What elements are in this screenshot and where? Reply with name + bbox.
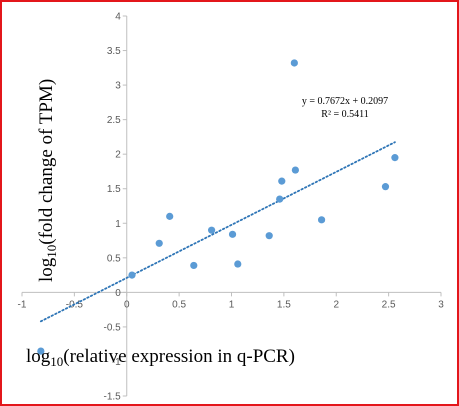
x-tick-label: 1 — [229, 299, 235, 310]
data-point — [166, 212, 174, 220]
data-point — [278, 177, 286, 185]
data-point — [290, 59, 298, 67]
x-tick-label: 0.5 — [172, 299, 186, 310]
y-tick-label: -0.5 — [104, 322, 122, 333]
x-tick-label: 1.5 — [277, 299, 291, 310]
data-point — [317, 216, 326, 224]
x-tick-label: 2 — [333, 299, 339, 310]
data-point — [228, 230, 237, 238]
x-axis-title: log10(relative expression in q-PCR) — [26, 346, 295, 369]
trendline — [39, 141, 396, 323]
data-point — [381, 183, 390, 191]
y-axis-title-prefix: log — [36, 257, 57, 282]
y-axis-title: log10(fold change of TPM) — [36, 79, 59, 282]
x-axis-title-prefix: log — [26, 346, 51, 367]
trendline-equation: y = 0.7672x + 0.2097 — [302, 96, 388, 107]
x-tick-label: 0 — [124, 299, 130, 310]
x-axis-title-suffix: (relative expression in q-PCR) — [63, 346, 295, 367]
data-point — [190, 261, 198, 270]
data-points — [37, 59, 399, 355]
data-point — [291, 166, 299, 174]
labels: y = 0.7672x + 0.2097 R² = 0.5411 log10(r… — [26, 79, 388, 369]
trendline-group — [39, 141, 396, 323]
data-point — [276, 195, 284, 203]
data-point — [391, 154, 399, 162]
x-tick-label: 2.5 — [382, 299, 396, 310]
y-tick-label: 1 — [115, 219, 121, 230]
y-tick-label: 2 — [115, 150, 121, 161]
data-point — [234, 260, 242, 268]
y-tick-label: 2.5 — [107, 115, 121, 126]
y-tick-label: 3.5 — [107, 46, 121, 57]
y-axis-title-suffix: (fold change of TPM) — [36, 79, 57, 245]
y-tick-label: 0 — [115, 288, 121, 299]
trendline-r-squared: R² = 0.5411 — [321, 109, 368, 120]
data-point — [128, 271, 136, 279]
x-tick-label: -1 — [18, 299, 27, 310]
data-point — [155, 239, 163, 247]
y-tick-label: 1.5 — [107, 184, 121, 195]
data-point — [207, 226, 216, 234]
y-axis-title-sub: 10 — [44, 245, 59, 258]
data-point — [37, 347, 45, 355]
y-tick-label: 0.5 — [107, 253, 121, 264]
y-tick-label: 3 — [115, 81, 121, 92]
y-tick-label: -1 — [112, 357, 121, 368]
data-point — [265, 232, 273, 240]
y-tick-label: -1.5 — [104, 392, 122, 403]
x-tick-label: 3 — [438, 299, 444, 310]
y-tick-label: 4 — [115, 12, 121, 23]
axes: -1-0.500.511.522.53-1.5-1-0.500.511.522.… — [18, 12, 445, 403]
x-axis-title-sub: 10 — [50, 354, 63, 369]
